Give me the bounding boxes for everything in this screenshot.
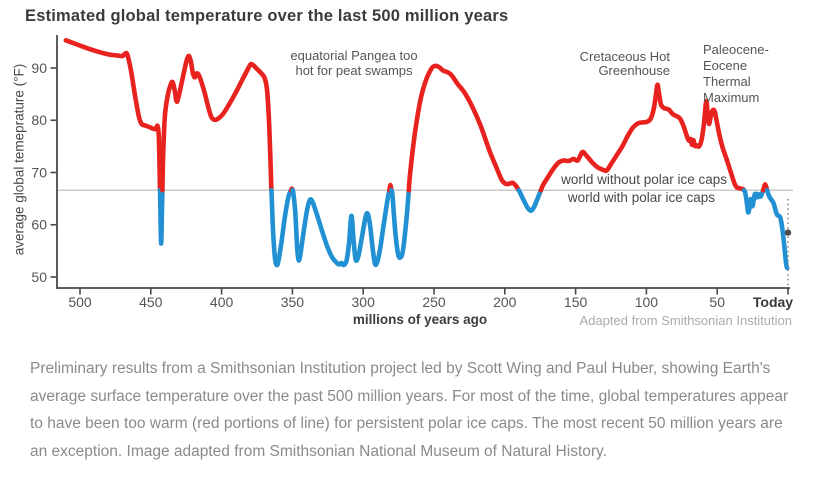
source-credit: Adapted from Smithsonian Institution <box>579 313 792 328</box>
svg-text:450: 450 <box>139 294 163 310</box>
svg-text:200: 200 <box>493 294 517 310</box>
annotation-cretaceous-hot-greenhouse: Cretaceous Hot Greenhouse <box>579 49 670 78</box>
caption-text: Preliminary results from a Smithsonian I… <box>30 360 789 460</box>
svg-text:500: 500 <box>68 294 92 310</box>
svg-text:150: 150 <box>564 294 588 310</box>
svg-text:250: 250 <box>422 294 446 310</box>
plot-area: 90 80 70 60 50 500 450 400 350 300 250 200 150 100 50 T… <box>31 35 793 310</box>
svg-text:400: 400 <box>210 294 234 310</box>
svg-text:70: 70 <box>31 164 47 180</box>
annotation-paleocene-eocene-thermal-maximum: Paleocene- Eocene Thermal Maximum <box>703 42 769 105</box>
chart-title: Estimated global temperature over the la… <box>25 7 509 25</box>
svg-text:300: 300 <box>352 294 376 310</box>
label-world-without-polar-ice-caps: world without polar ice caps <box>561 172 727 187</box>
svg-text:60: 60 <box>31 217 47 233</box>
svg-text:100: 100 <box>635 294 659 310</box>
annotation-pangea: equatorial Pangea too hot for peat swamp… <box>290 48 418 78</box>
svg-text:Today: Today <box>753 294 793 310</box>
x-axis-label: millions of years ago <box>352 312 488 327</box>
svg-text:80: 80 <box>31 112 47 128</box>
svg-text:50: 50 <box>31 269 47 285</box>
label-world-with-polar-ice-caps: world with polar ice caps <box>567 190 715 205</box>
svg-text:350: 350 <box>281 294 305 310</box>
svg-text:90: 90 <box>31 60 47 76</box>
svg-text:50: 50 <box>709 294 725 310</box>
